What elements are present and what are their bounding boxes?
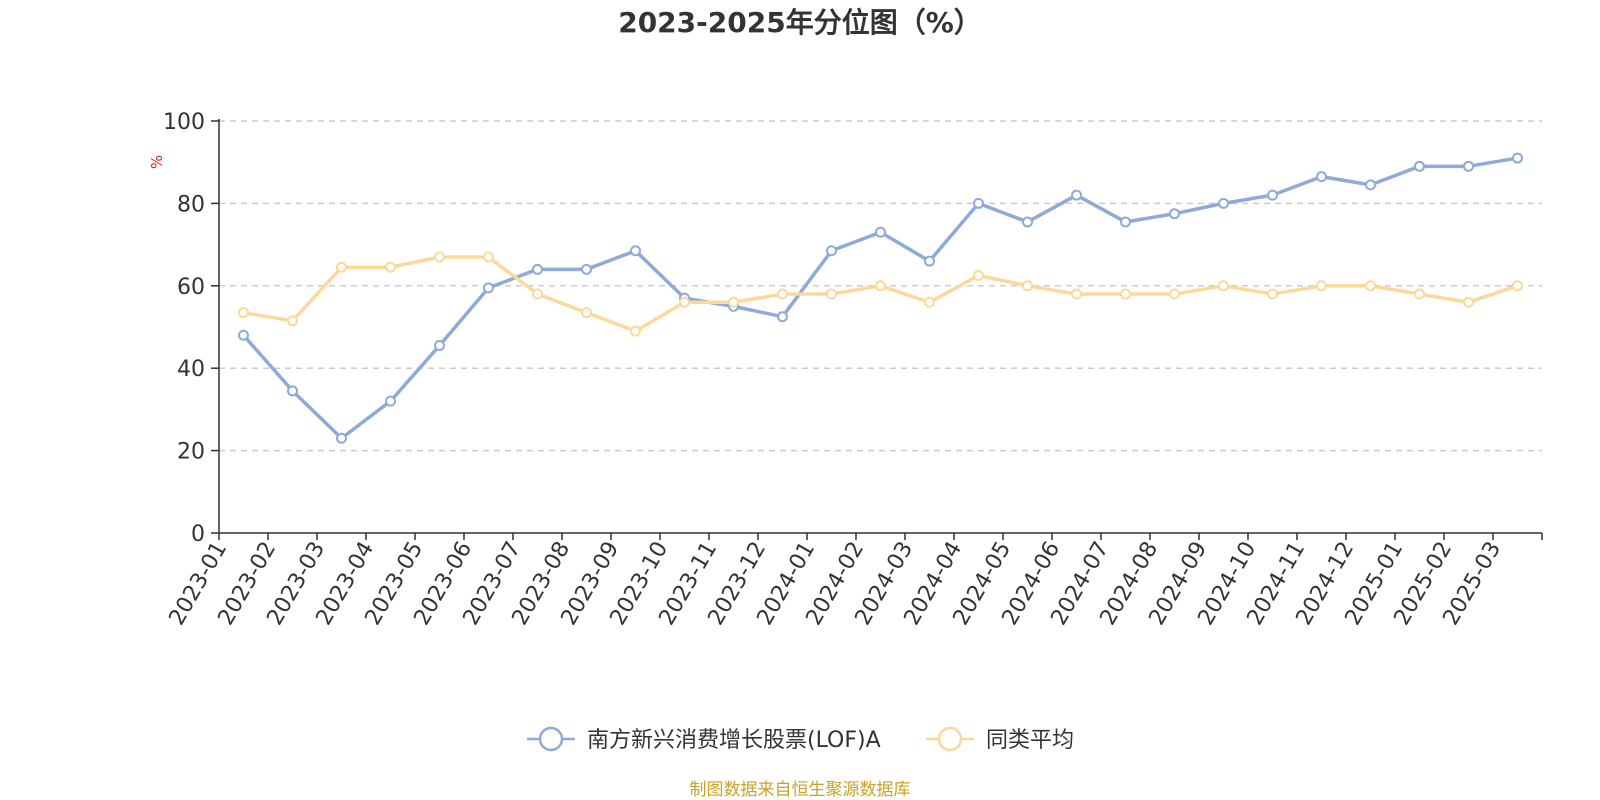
- series-0-point[interactable]: [1267, 189, 1278, 201]
- series-1-point[interactable]: [679, 296, 690, 308]
- series-0-point[interactable]: [1120, 216, 1131, 228]
- series-1-point[interactable]: [581, 307, 592, 319]
- series-1-point[interactable]: [1169, 288, 1180, 300]
- series-0-point[interactable]: [238, 329, 249, 341]
- series-0-point[interactable]: [875, 226, 886, 238]
- series-1-point[interactable]: [1316, 280, 1327, 292]
- series-0-point[interactable]: [777, 311, 788, 323]
- series-1-point[interactable]: [973, 270, 984, 281]
- series-1-point[interactable]: [630, 325, 641, 337]
- series-1-point[interactable]: [1512, 280, 1523, 292]
- series-1-point[interactable]: [1218, 280, 1229, 292]
- series-1-point[interactable]: [1463, 296, 1474, 308]
- series-1-point[interactable]: [1071, 288, 1082, 300]
- series-0-point[interactable]: [1218, 197, 1229, 209]
- data-source-note: 制图数据来自恒生聚源数据库: [690, 780, 911, 800]
- series-1-point[interactable]: [287, 315, 298, 327]
- series-1-point[interactable]: [1414, 288, 1425, 300]
- legend-label-1[interactable]: 同类平均: [986, 728, 1074, 753]
- series-0-point[interactable]: [1169, 208, 1180, 220]
- legend-marker-0[interactable]: [538, 726, 564, 752]
- series-line-1: [243, 255, 1519, 333]
- series-0-point[interactable]: [973, 197, 984, 209]
- series-1-point[interactable]: [875, 280, 886, 292]
- series-1-point[interactable]: [826, 288, 837, 300]
- series-1-point[interactable]: [728, 296, 739, 308]
- series-1-point[interactable]: [1120, 288, 1131, 300]
- y-tick-label: 60: [177, 275, 205, 300]
- series-0-point[interactable]: [630, 245, 641, 257]
- series-0-point[interactable]: [532, 263, 543, 275]
- series-1-point[interactable]: [1365, 280, 1376, 292]
- y-tick-label: 0: [191, 522, 205, 547]
- series-0-point[interactable]: [336, 432, 347, 444]
- series-0-point[interactable]: [924, 255, 935, 267]
- series-0-point[interactable]: [1071, 189, 1082, 201]
- series-0-point[interactable]: [581, 263, 592, 275]
- y-tick-label: 20: [177, 440, 205, 465]
- series-0-point[interactable]: [1365, 179, 1376, 191]
- y-tick-label: 100: [163, 110, 205, 135]
- series-0-point[interactable]: [483, 282, 494, 294]
- series-0-point[interactable]: [385, 395, 396, 407]
- series-1-point[interactable]: [1267, 288, 1278, 300]
- chart-title: 2023-2025年分位图（%）: [618, 6, 982, 39]
- series-0-point[interactable]: [287, 385, 298, 397]
- series-1-point[interactable]: [434, 251, 445, 263]
- series-0-point[interactable]: [1463, 160, 1474, 172]
- y-axis-unit-label: %: [148, 155, 166, 169]
- series-0-point[interactable]: [826, 245, 837, 257]
- series-1-point[interactable]: [1022, 280, 1033, 292]
- series-0-point[interactable]: [1316, 171, 1327, 183]
- axes: 0204060801002023-012023-022023-032023-04…: [163, 110, 1543, 630]
- series-0-point[interactable]: [1022, 216, 1033, 228]
- series-0-point[interactable]: [1414, 160, 1425, 172]
- series-1-point[interactable]: [777, 288, 788, 300]
- y-tick-label: 40: [177, 357, 205, 382]
- series-1-point[interactable]: [385, 261, 396, 273]
- series-0-point[interactable]: [1512, 152, 1523, 164]
- legend: 南方新兴消费增长股票(LOF)A 同类平均: [527, 726, 1074, 753]
- series-lines: [238, 152, 1523, 444]
- series-1-point[interactable]: [238, 307, 249, 319]
- series-1-point[interactable]: [336, 261, 347, 273]
- series-1-point[interactable]: [532, 288, 543, 300]
- series-1-point[interactable]: [483, 251, 494, 263]
- legend-marker-1[interactable]: [937, 726, 963, 752]
- legend-label-0[interactable]: 南方新兴消费增长股票(LOF)A: [587, 728, 881, 753]
- series-1-point[interactable]: [924, 296, 935, 308]
- series-line-0: [242, 156, 1518, 440]
- y-tick-label: 80: [177, 192, 205, 217]
- series-0-point[interactable]: [434, 340, 445, 352]
